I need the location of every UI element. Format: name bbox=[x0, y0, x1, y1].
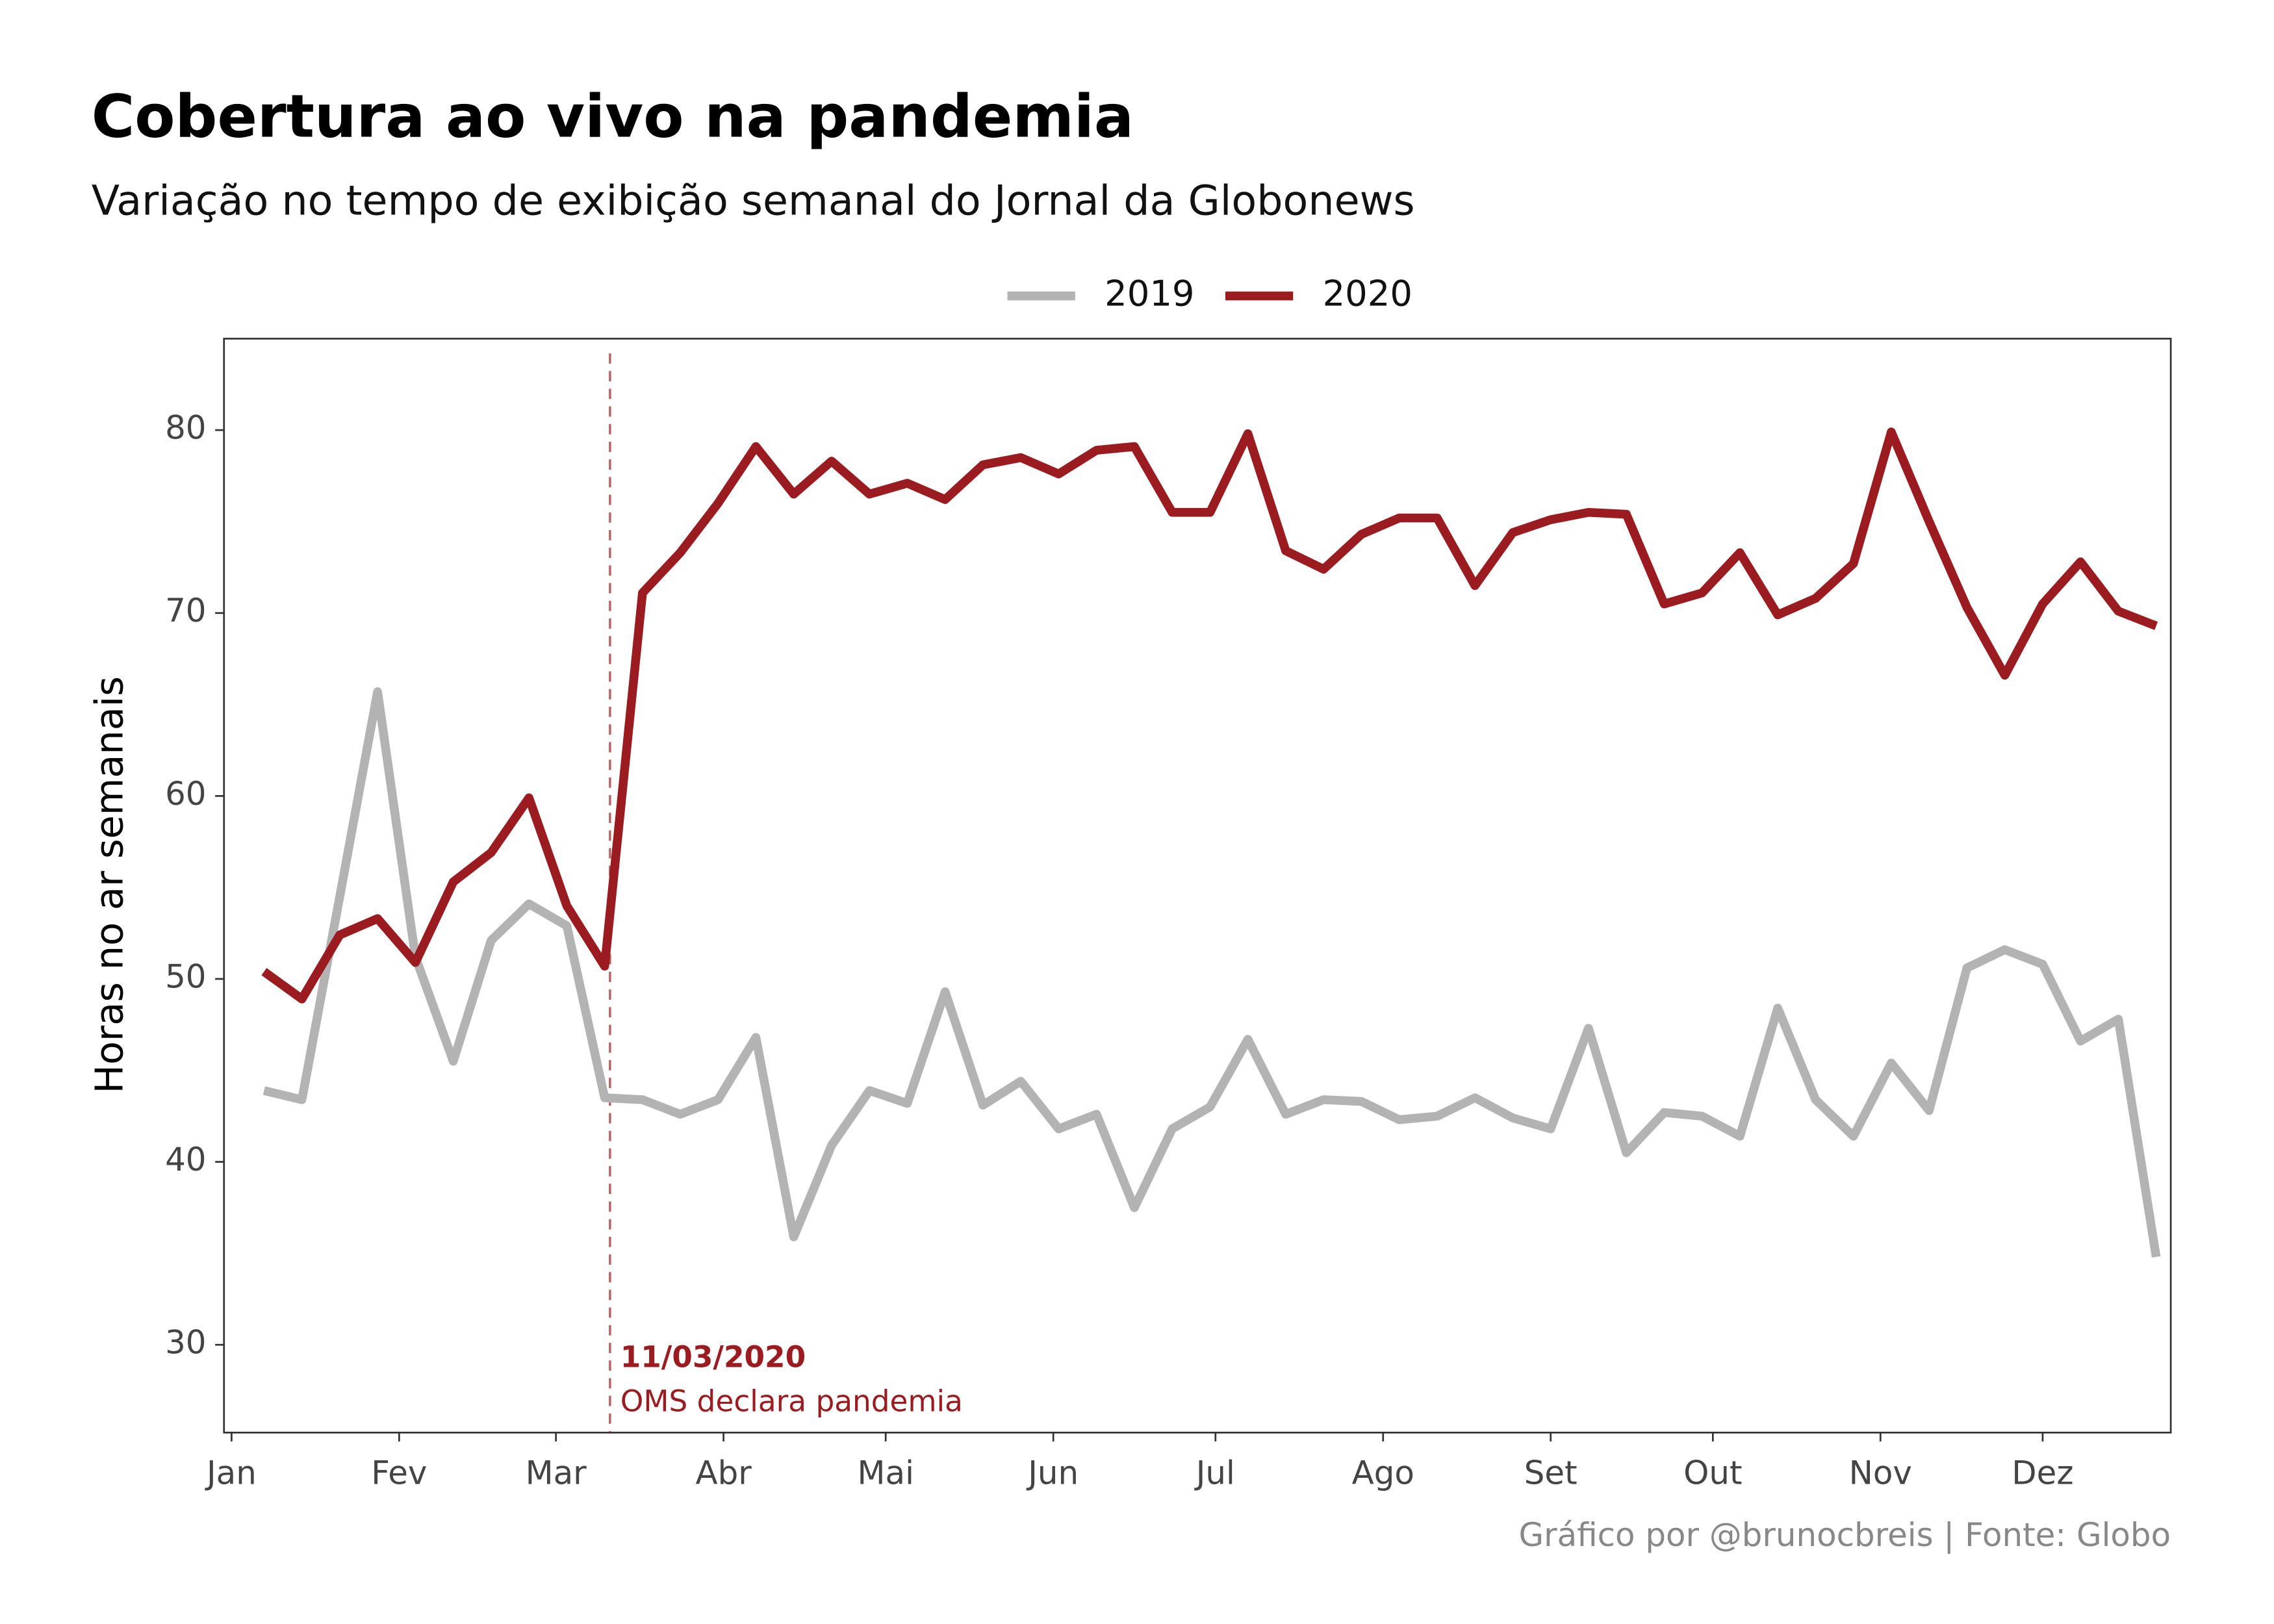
legend-label: 2019 bbox=[1105, 273, 1194, 314]
y-tick-label: 30 bbox=[165, 1324, 206, 1362]
y-tick-label: 50 bbox=[165, 958, 206, 995]
chart-subtitle: Variação no tempo de exibição semanal do… bbox=[92, 176, 1415, 224]
y-tick-label: 80 bbox=[165, 409, 206, 447]
x-tick-label: Jun bbox=[1026, 1454, 1079, 1492]
y-tick-label: 40 bbox=[165, 1141, 206, 1178]
x-tick-label: Ago bbox=[1352, 1454, 1414, 1492]
x-tick-label: Set bbox=[1524, 1454, 1578, 1492]
x-tick-label: Jan bbox=[205, 1454, 257, 1492]
x-tick-label: Abr bbox=[695, 1454, 752, 1492]
annotation-text: OMS declara pandemia bbox=[620, 1384, 963, 1419]
y-tick-label: 60 bbox=[165, 775, 206, 813]
legend-label: 2020 bbox=[1323, 273, 1412, 314]
plot-border bbox=[223, 337, 2172, 1434]
x-tick-label: Out bbox=[1683, 1454, 1742, 1492]
x-tick-label: Mai bbox=[858, 1454, 914, 1492]
x-tick-label: Nov bbox=[1849, 1454, 1912, 1492]
x-tick-label: Dez bbox=[2012, 1454, 2073, 1492]
y-axis-label: Horas no ar semanais bbox=[87, 676, 132, 1093]
series-line bbox=[262, 687, 2161, 1258]
chart-title: Cobertura ao vivo na pandemia bbox=[92, 83, 1134, 151]
x-tick-label: Mar bbox=[526, 1454, 587, 1492]
x-tick-label: Jul bbox=[1194, 1454, 1235, 1492]
series-line bbox=[261, 427, 2158, 1004]
annotation-date: 11/03/2020 bbox=[620, 1340, 806, 1375]
caption: Gráfico por @brunocbreis | Fonte: Globo bbox=[1519, 1516, 2171, 1554]
y-tick-label: 70 bbox=[165, 592, 206, 629]
x-tick-label: Fev bbox=[371, 1454, 427, 1492]
